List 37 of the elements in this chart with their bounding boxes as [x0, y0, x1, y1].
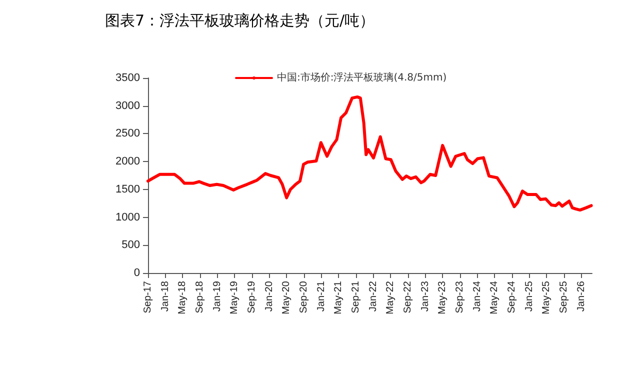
- y-tick-label: 3500: [116, 72, 140, 84]
- x-tick-label: Jan-25: [524, 280, 536, 312]
- x-tick-label: Jan-26: [576, 280, 588, 312]
- x-tick-label: Jan-19: [212, 280, 223, 312]
- legend-label: 中国:市场价:浮法平板玻璃(4.8/5mm): [277, 72, 447, 84]
- y-tick-label: 1500: [116, 183, 140, 196]
- line-series: [146, 95, 593, 212]
- x-tick-label: Sep-21: [350, 280, 362, 314]
- x-tick-label: Sep-18: [194, 280, 206, 314]
- x-tick-label: Jan-21: [316, 280, 327, 312]
- x-tick-label: Jan-24: [472, 280, 483, 312]
- x-tick-label: May-21: [333, 280, 344, 314]
- x-tick-label: Sep-25: [558, 280, 570, 314]
- x-tick-label: May-23: [437, 280, 448, 314]
- y-tick-label: 1000: [116, 211, 140, 224]
- x-tick-label: May-22: [385, 280, 396, 314]
- x-tick-label: Sep-22: [402, 280, 414, 314]
- x-tick-label: Jan-23: [420, 280, 431, 312]
- x-tick-label: Sep-23: [454, 280, 466, 314]
- y-tick-label: 0: [134, 267, 140, 279]
- x-tick-label: Sep-24: [506, 280, 518, 314]
- x-tick-label: May-25: [541, 280, 552, 314]
- chart-title: 图表7：浮法平板玻璃价格走势（元/吨）: [105, 12, 375, 30]
- y-tick-label: 3000: [116, 100, 140, 112]
- x-tick-label: Sep-19: [246, 280, 258, 314]
- x-tick-label: Jan-18: [160, 280, 171, 312]
- y-tick-label: 500: [122, 239, 140, 252]
- x-tick-label: May-24: [489, 280, 500, 314]
- x-tick-label: May-20: [281, 280, 292, 314]
- x-tick-label: Jan-20: [264, 280, 275, 312]
- y-tick-label: 2000: [116, 156, 140, 168]
- x-tick-label: Sep-20: [298, 280, 310, 314]
- y-tick-label: 2500: [116, 128, 140, 140]
- x-tick-label: May-18: [176, 280, 188, 314]
- x-tick-label: May-19: [228, 280, 240, 314]
- x-tick-label: Jan-22: [368, 280, 379, 312]
- x-tick-label: Sep-17: [142, 280, 154, 314]
